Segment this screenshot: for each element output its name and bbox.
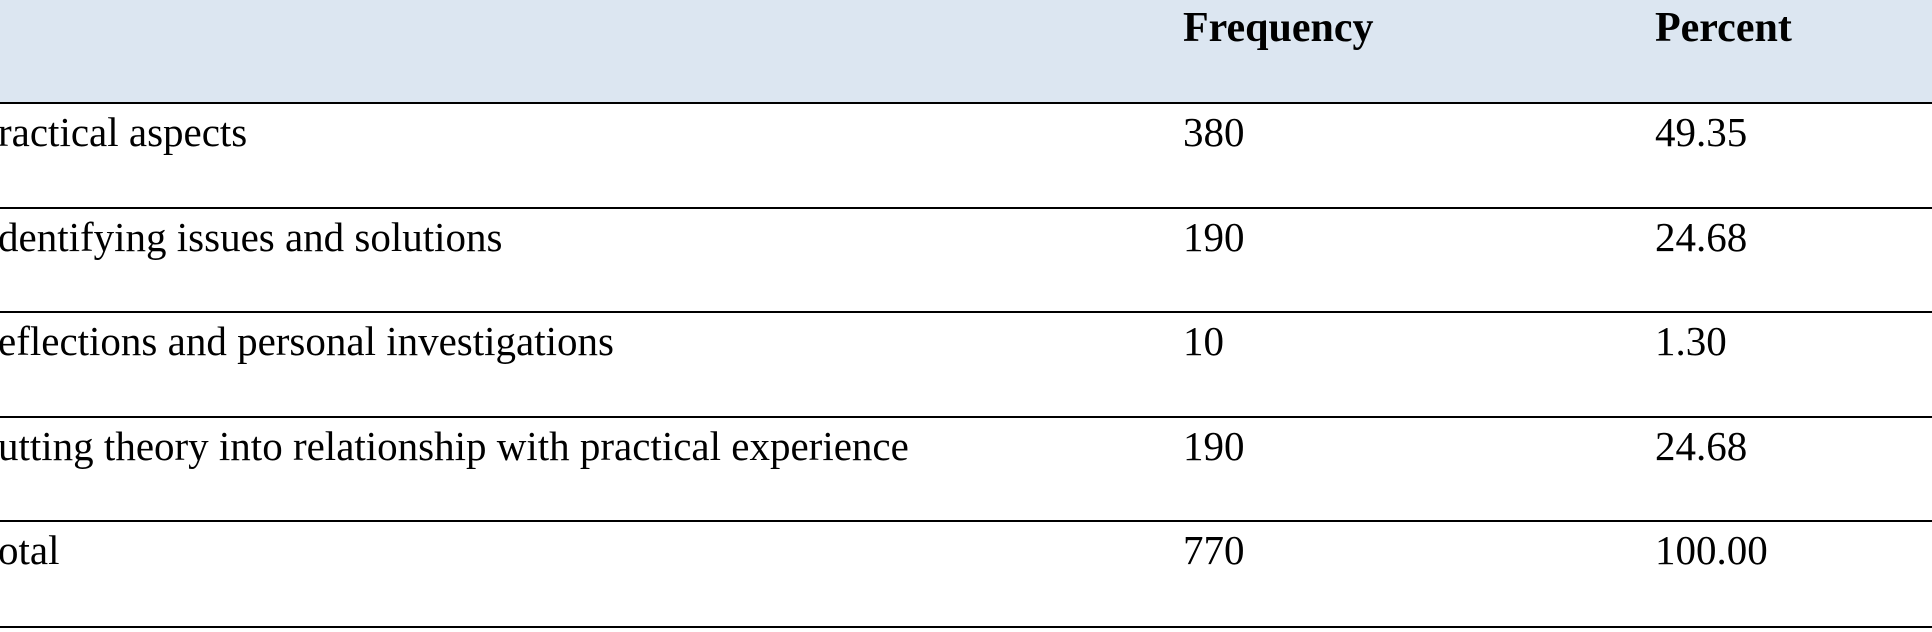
- table-row: ractical aspects 380 49.35: [0, 104, 1932, 209]
- column-header-percent: Percent: [1655, 5, 1792, 51]
- table-row: utting theory into relationship with pra…: [0, 418, 1932, 523]
- row-label: dentifying issues and solutions: [0, 214, 503, 260]
- row-percent: 24.68: [1655, 423, 1748, 469]
- row-divider: [0, 520, 1932, 522]
- row-frequency: 770: [1183, 527, 1245, 573]
- row-frequency: 190: [1183, 214, 1245, 260]
- row-frequency: 10: [1183, 318, 1224, 364]
- row-frequency: 190: [1183, 423, 1245, 469]
- row-label: eflections and personal investigations: [0, 318, 614, 364]
- row-percent: 1.30: [1655, 318, 1727, 364]
- row-frequency: 380: [1183, 109, 1245, 155]
- row-divider: [0, 207, 1932, 209]
- table-header: Frequency Percent: [0, 0, 1932, 102]
- table-row: dentifying issues and solutions 190 24.6…: [0, 209, 1932, 314]
- row-label: utting theory into relationship with pra…: [0, 423, 909, 469]
- row-percent: 100.00: [1655, 527, 1768, 573]
- row-percent: 24.68: [1655, 214, 1748, 260]
- header-divider: [0, 102, 1932, 104]
- row-label: ractical aspects: [0, 109, 248, 155]
- table-row-total: otal 770 100.00: [0, 522, 1932, 627]
- column-header-frequency: Frequency: [1183, 5, 1374, 51]
- table-row: eflections and personal investigations 1…: [0, 313, 1932, 418]
- row-divider: [0, 416, 1932, 418]
- table-bottom-border: [0, 626, 1932, 628]
- row-percent: 49.35: [1655, 109, 1748, 155]
- row-divider: [0, 311, 1932, 313]
- row-label: otal: [0, 527, 60, 573]
